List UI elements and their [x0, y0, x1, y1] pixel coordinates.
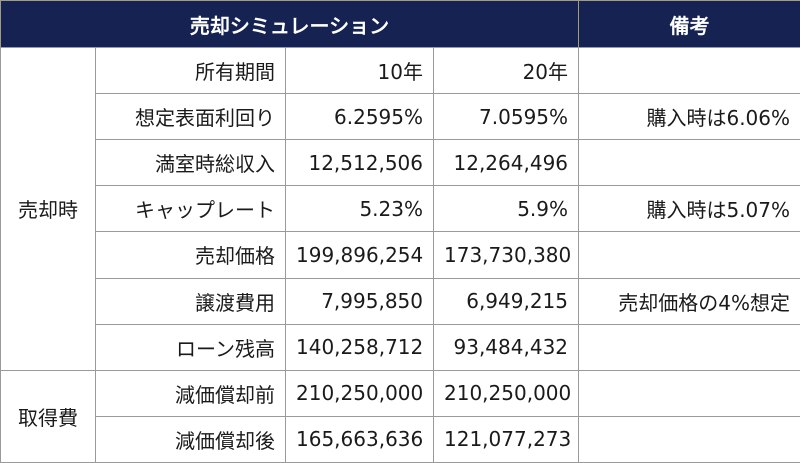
value-10y: 140,258,712 — [285, 323, 434, 371]
note-cell: 売却価格の4%想定 — [578, 277, 800, 325]
row-label: 減価償却前 — [95, 369, 286, 417]
value-10y: 12,512,506 — [285, 139, 434, 187]
table-row: ローン残高 140,258,712 93,484,432 — [1, 323, 800, 371]
note-cell — [578, 231, 800, 279]
row-label: ローン残高 — [95, 323, 286, 371]
value-10y: 10年 — [285, 46, 434, 95]
value-10y: 199,896,254 — [285, 231, 434, 279]
row-label: 減価償却後 — [95, 415, 286, 463]
row-label: キャップレート — [95, 185, 286, 233]
note-cell: 購入時は5.07% — [578, 185, 800, 233]
group-label-acquisition: 取得費 — [0, 369, 96, 463]
table-row: 売却価格 199,896,254 173,730,380 — [1, 231, 800, 279]
table-row: 売却時 所有期間 10年 20年 — [0, 46, 800, 371]
note-cell — [578, 415, 800, 463]
row-label: 満室時総収入 — [95, 139, 286, 187]
value-10y: 7,995,850 — [285, 277, 434, 325]
value-20y: 121,077,273 — [432, 415, 580, 463]
table-row: 取得費 減価償却前 210,250,000 210,250,000 — [0, 369, 800, 463]
value-10y: 210,250,000 — [285, 369, 434, 417]
note-cell: 購入時は6.06% — [578, 93, 800, 141]
value-20y: 6,949,215 — [432, 277, 580, 325]
note-cell — [578, 139, 800, 187]
value-10y: 5.23% — [285, 185, 434, 233]
row-label: 譲渡費用 — [95, 277, 286, 325]
table-row: 満室時総収入 12,512,506 12,264,496 — [1, 139, 800, 187]
value-20y: 12,264,496 — [432, 139, 580, 187]
row-label: 売却価格 — [95, 231, 286, 279]
value-20y: 93,484,432 — [432, 323, 580, 371]
value-20y: 5.9% — [432, 185, 580, 233]
value-20y: 7.0595% — [432, 93, 580, 141]
header-row: 売却シミュレーション 備考 — [0, 0, 800, 48]
value-10y: 6.2595% — [285, 93, 434, 141]
table-row: 減価償却後 165,663,636 121,077,273 — [1, 415, 800, 463]
value-20y: 173,730,380 — [432, 231, 580, 279]
note-cell — [578, 46, 800, 95]
value-20y: 210,250,000 — [432, 369, 580, 417]
table-row: 想定表面利回り 6.2595% 7.0595% 購入時は6.06% — [1, 93, 800, 141]
note-cell — [578, 323, 800, 371]
value-20y: 20年 — [432, 46, 580, 95]
row-label: 想定表面利回り — [95, 93, 286, 141]
table-row: 譲渡費用 7,995,850 6,949,215 売却価格の4%想定 — [1, 277, 800, 325]
table-title: 売却シミュレーション — [0, 0, 580, 48]
note-cell — [578, 369, 800, 417]
value-10y: 165,663,636 — [285, 415, 434, 463]
row-label: 所有期間 — [95, 46, 286, 95]
notes-header: 備考 — [578, 0, 800, 48]
group-label-sale: 売却時 — [0, 47, 96, 371]
table-row: キャップレート 5.23% 5.9% 購入時は5.07% — [1, 185, 800, 233]
